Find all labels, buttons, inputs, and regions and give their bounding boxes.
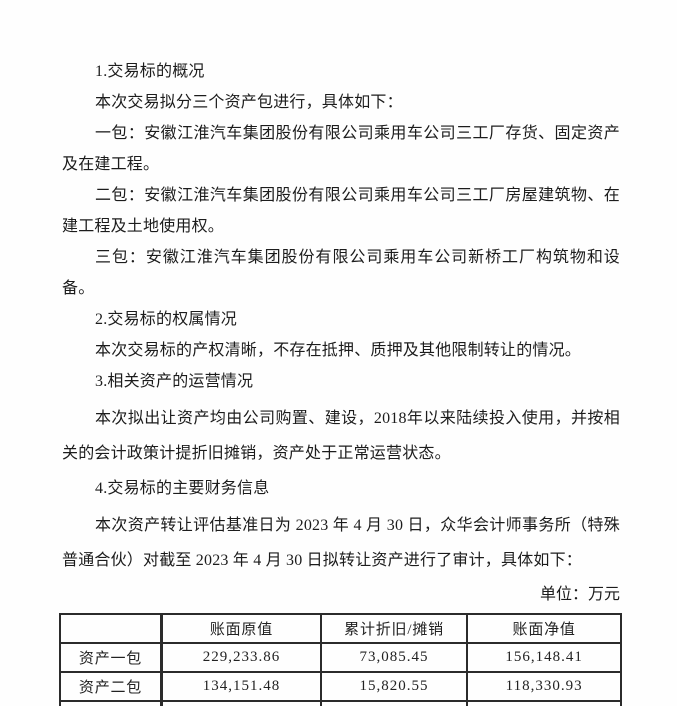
table-header-row: 账面原值 累计折旧/摊销 账面净值 <box>59 613 622 644</box>
paragraph-package-2: 二包：安徽江淮汽车集团股份有限公司乘用车公司三工厂房屋建筑物、在建工程及土地使用… <box>62 187 620 235</box>
table-cell: 4,919.41 <box>319 700 469 706</box>
table-cell: 229,233.86 <box>160 642 322 673</box>
table-cell: 118,330.93 <box>466 671 622 702</box>
paragraph-ownership: 本次交易标的产权清晰，不存在抵押、质押及其他限制转让的情况。 <box>95 342 582 359</box>
row-label: 资产三包 <box>59 700 164 706</box>
table-cell: 15,820.55 <box>319 671 469 702</box>
section-heading-4: 4.交易标的主要财务信息 <box>95 480 270 497</box>
row-label: 资产二包 <box>59 671 164 702</box>
paragraph-package-1: 一包：安徽江淮汽车集团股份有限公司乘用车公司三工厂存货、固定资产及在建工程。 <box>62 125 620 173</box>
financial-table: 账面原值 累计折旧/摊销 账面净值 资产一包 229,233.86 73,085… <box>59 613 622 706</box>
document-body: 1.交易标的概况 本次交易拟分三个资产包进行，具体如下： 一包：安徽江淮汽车集团… <box>59 56 622 706</box>
section-heading-3: 3.相关资产的运营情况 <box>95 373 254 390</box>
table-cell: 151,642.01 <box>160 700 322 706</box>
table-row-package-2: 资产二包 134,151.48 15,820.55 118,330.93 <box>59 671 622 702</box>
paragraph-audit: 本次资产转让评估基准日为 2023 年 4 月 30 日，众华会计师事务所（特殊… <box>62 517 620 569</box>
table-row-package-1: 资产一包 229,233.86 73,085.45 156,148.41 <box>59 642 622 673</box>
table-header-net-value: 账面净值 <box>466 613 622 644</box>
paragraph-operation: 本次拟出让资产均由公司购置、建设，2018年以来陆续投入使用，并按相关的会计政策… <box>62 410 620 462</box>
table-row-package-3: 资产三包 151,642.01 4,919.41 146,722.60 <box>59 700 622 706</box>
table-cell: 156,148.41 <box>466 642 622 673</box>
table-cell: 73,085.45 <box>319 642 469 673</box>
paragraph-intro: 本次交易拟分三个资产包进行，具体如下： <box>95 94 403 111</box>
section-heading-1: 1.交易标的概况 <box>95 63 205 80</box>
paragraph-package-3: 三包：安徽江淮汽车集团股份有限公司乘用车公司新桥工厂构筑物和设备。 <box>62 249 620 297</box>
table-cell: 134,151.48 <box>160 671 322 702</box>
row-label: 资产一包 <box>59 642 164 673</box>
table-cell: 146,722.60 <box>466 700 622 706</box>
section-heading-2: 2.交易标的权属情况 <box>95 311 238 328</box>
table-header-original-value: 账面原值 <box>160 613 322 644</box>
table-header-empty <box>59 613 164 644</box>
table-unit-label: 单位：万元 <box>539 586 620 603</box>
table-header-accumulated-depreciation: 累计折旧/摊销 <box>319 613 469 644</box>
